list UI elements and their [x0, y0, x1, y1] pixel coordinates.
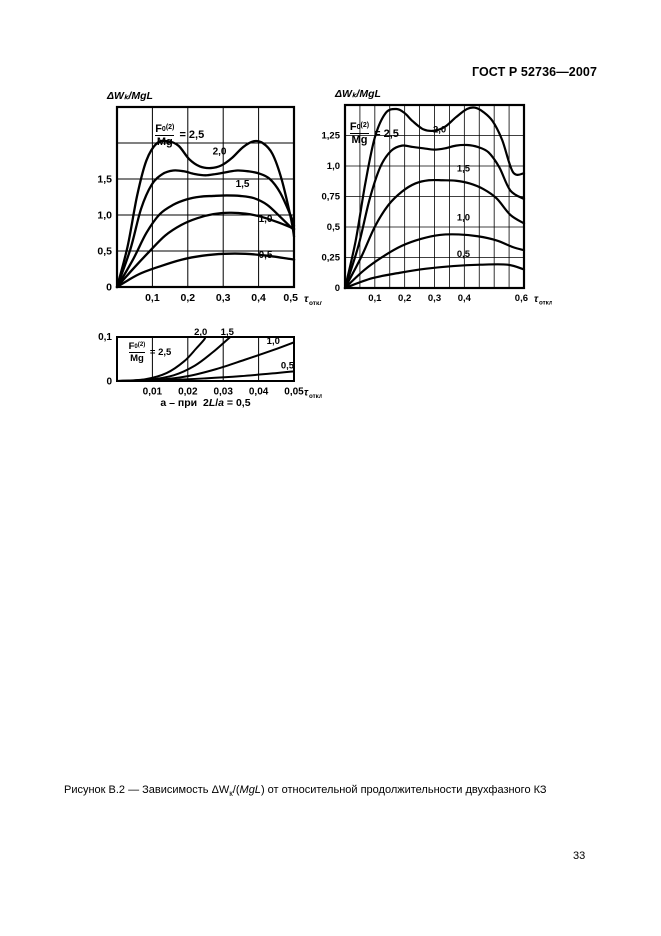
svg-text:0,75: 0,75	[322, 192, 341, 203]
svg-text:0,02: 0,02	[178, 387, 198, 398]
svg-text:1,5: 1,5	[236, 179, 250, 190]
svg-text:1,0: 1,0	[457, 212, 470, 223]
svg-text:0,5: 0,5	[283, 292, 298, 304]
svg-text:0,2: 0,2	[398, 293, 411, 304]
svg-text:1,5: 1,5	[457, 164, 471, 175]
svg-text:1,25: 1,25	[322, 131, 341, 142]
svg-text:0: 0	[106, 377, 112, 388]
svg-text:0,1: 0,1	[368, 293, 382, 304]
svg-text:1,5: 1,5	[97, 174, 112, 186]
svg-text:1,0: 1,0	[327, 161, 340, 172]
svg-text:0: 0	[335, 283, 340, 294]
svg-text:0,3: 0,3	[216, 292, 231, 304]
svg-text:откл: откл	[309, 393, 322, 400]
svg-text:0,05: 0,05	[284, 387, 304, 398]
svg-text:1,5: 1,5	[221, 327, 235, 338]
svg-text:ΔWₖ/MgL: ΔWₖ/MgL	[334, 88, 381, 100]
svg-text:0,5: 0,5	[457, 249, 471, 260]
svg-text:0,5: 0,5	[97, 246, 112, 258]
svg-text:0,5: 0,5	[281, 361, 295, 372]
svg-text:0,3: 0,3	[428, 293, 441, 304]
svg-text:0,1: 0,1	[145, 292, 160, 304]
svg-text:0,4: 0,4	[251, 292, 266, 304]
svg-text:0,03: 0,03	[213, 387, 233, 398]
svg-text:2,0: 2,0	[194, 327, 207, 338]
svg-text:1,0: 1,0	[97, 210, 112, 222]
svg-text:0,25: 0,25	[322, 253, 341, 264]
svg-text:0,5: 0,5	[259, 250, 273, 261]
svg-text:1,0: 1,0	[259, 214, 273, 225]
svg-text:0,6: 0,6	[515, 293, 528, 304]
svg-text:2,0: 2,0	[213, 146, 227, 157]
svg-text:0,2: 0,2	[180, 292, 195, 304]
svg-text:0,4: 0,4	[458, 293, 472, 304]
svg-text:0,5: 0,5	[327, 222, 341, 233]
svg-text:0,01: 0,01	[143, 387, 163, 398]
svg-text:ΔWₖ/MgL: ΔWₖ/MgL	[106, 90, 153, 102]
svg-text:0,04: 0,04	[249, 387, 269, 398]
svg-text:0: 0	[106, 282, 112, 294]
svg-text:2,0: 2,0	[433, 124, 446, 135]
svg-text:1,0: 1,0	[267, 336, 280, 347]
svg-text:0,1: 0,1	[98, 332, 112, 343]
svg-text:откл: откл	[539, 300, 552, 307]
